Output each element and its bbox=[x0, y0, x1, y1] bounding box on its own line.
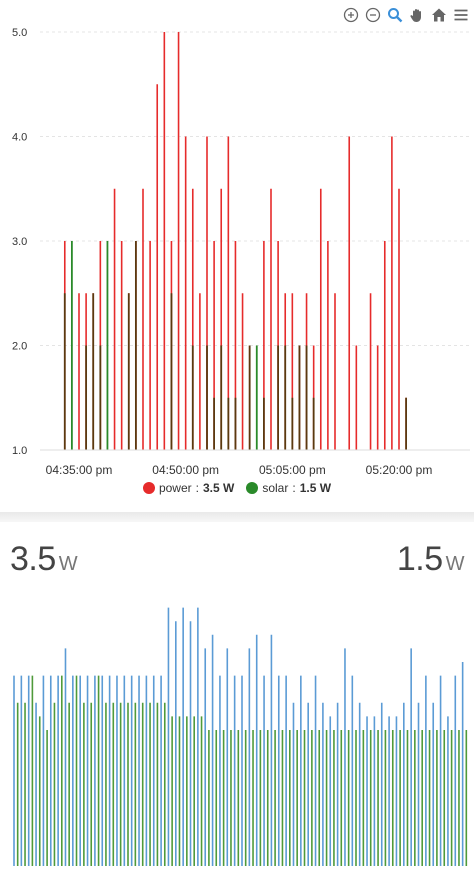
x-tick-label: 04:35:00 pm bbox=[46, 463, 113, 477]
solar-legend-dot bbox=[246, 482, 259, 494]
power-legend-dot bbox=[142, 482, 155, 494]
y-tick-label: 4.0 bbox=[12, 132, 27, 144]
power-current-value: 3.5 W bbox=[10, 540, 78, 579]
x-tick-label: 04:50:00 pm bbox=[152, 463, 219, 477]
home-icon[interactable] bbox=[430, 6, 448, 24]
y-tick-label: 1.0 bbox=[12, 445, 27, 457]
solar-value-unit: W bbox=[445, 553, 465, 575]
legend-value-solar: 1.5 W bbox=[299, 481, 332, 495]
legend-label-solar: solar bbox=[262, 481, 289, 495]
power-value-number: 3.5 bbox=[10, 540, 56, 578]
legend-item-solar[interactable]: solar: 1.5 W bbox=[246, 481, 331, 495]
chart-toolbar bbox=[342, 6, 470, 24]
legend-value-power: 3.5 W bbox=[202, 481, 235, 495]
y-tick-label: 2.0 bbox=[12, 341, 27, 353]
y-tick-label: 5.0 bbox=[12, 27, 27, 39]
x-tick-label: 05:05:00 pm bbox=[259, 463, 326, 477]
legend-item-power[interactable]: power: 3.5 W bbox=[142, 481, 235, 495]
power-value-unit: W bbox=[58, 553, 78, 575]
chart-legend: power: 3.5 W solar: 1.5 W bbox=[0, 481, 474, 495]
magnifier-icon[interactable] bbox=[386, 6, 404, 24]
power-solar-chart: 1.0 2.0 3.0 4.0 5.0 04:35:00 pm 04:50:00 pm 05:… bbox=[12, 27, 470, 477]
zoom-out-icon[interactable] bbox=[364, 6, 382, 24]
hand-icon[interactable] bbox=[408, 6, 426, 24]
y-tick-label: 3.0 bbox=[12, 236, 27, 248]
card-divider bbox=[0, 512, 474, 522]
legend-label-power: power bbox=[158, 481, 192, 495]
summary-card: 3.5 W 1.5 W bbox=[0, 522, 474, 876]
menu-icon[interactable] bbox=[452, 6, 470, 24]
mini-bar-chart bbox=[13, 607, 468, 866]
main-chart-card: 1.0 2.0 3.0 4.0 5.0 04:35:00 pm 04:50:00 pm 05:… bbox=[0, 6, 474, 495]
zoom-in-icon[interactable] bbox=[342, 6, 360, 24]
solar-current-value: 1.5 W bbox=[396, 540, 465, 579]
solar-value-number: 1.5 bbox=[396, 540, 443, 578]
x-tick-label: 05:20:00 pm bbox=[366, 463, 433, 477]
